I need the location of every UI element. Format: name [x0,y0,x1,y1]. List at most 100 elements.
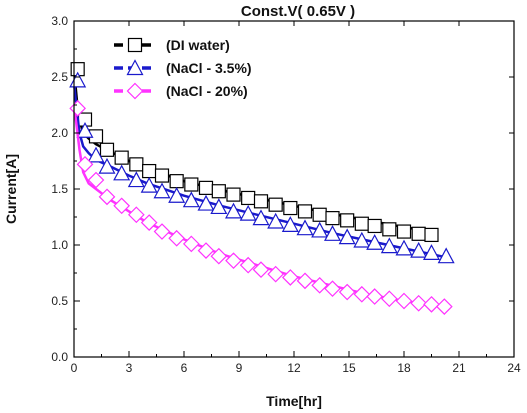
data-point [224,202,243,219]
data-point [225,252,242,270]
y-tick-label: 2.5 [51,70,68,84]
data-point [435,298,453,315]
data-point [211,184,226,199]
legend-label: (NaCl - 20%) [166,83,248,99]
data-point [153,223,171,240]
data-point [153,182,171,199]
data-point [239,204,257,221]
data-point [169,174,184,189]
x-tick-label: 6 [181,361,188,375]
data-point [340,213,355,228]
data-point [184,177,199,192]
x-tick-label: 21 [452,361,466,375]
data-point [197,194,215,211]
legend-marker [126,59,144,76]
data-point [410,241,428,258]
data-point [168,186,186,203]
data-point [396,224,412,239]
data-point [252,261,270,278]
data-point [197,242,215,259]
data-point [410,294,428,312]
data-point [268,197,283,212]
data-point [87,146,105,163]
data-point [127,206,145,224]
legend-marker [127,37,143,53]
data-point [114,150,129,165]
x-tick-label: 18 [397,361,411,375]
data-point [366,233,384,250]
legend: (DI water) (NaCl - 3.5%) (NaCl - 20%) [114,37,252,100]
data-point [210,247,228,265]
data-point [411,226,426,241]
data-point [283,200,298,216]
data-point [267,212,285,229]
data-point [366,288,384,305]
data-point [380,237,398,254]
data-point [311,221,329,238]
y-axis-label: Current[A] [3,154,19,224]
legend-marker [126,82,144,100]
y-tick-label: 1.0 [51,238,68,252]
data-point [76,156,94,173]
data-point [129,157,144,172]
data-point [198,180,214,195]
data-point [281,216,299,232]
data-point [437,247,455,264]
data-point [127,171,145,188]
data-point [76,121,94,138]
legend-label: (NaCl - 3.5%) [166,60,252,76]
data-point [253,194,269,209]
data-point [239,256,257,274]
data-point [353,231,371,248]
x-tick-label: 15 [342,361,356,375]
data-point [354,216,369,231]
series-2 [69,100,453,315]
y-tick-label: 0.5 [51,294,68,308]
data-point [226,187,241,202]
x-tick-label: 9 [236,361,243,375]
legend-item: (DI water) [114,37,230,53]
y-tick-label: 2.0 [51,126,68,140]
data-point [182,191,200,208]
data-point [281,269,299,286]
data-point [296,219,314,236]
data-point [241,190,256,206]
data-point [353,285,371,303]
data-point [395,239,413,256]
data-point [424,227,439,243]
data-point [113,197,131,215]
data-point [98,188,116,206]
data-point [87,171,105,189]
y-tick-label: 1.5 [51,182,68,196]
data-point [338,283,356,301]
data-point [297,204,313,219]
data-point [382,222,397,237]
data-point [423,296,440,313]
data-point [380,290,398,308]
data-point [296,272,314,290]
data-point [367,218,382,234]
series-0 [70,62,439,243]
data-point [182,235,200,253]
chart-title: Const.V( 0.65V ) [241,3,355,20]
data-point [140,214,158,231]
legend-item: (NaCl - 3.5%) [114,59,252,76]
y-tick-label: 0.0 [51,350,68,364]
legend-label: (DI water) [166,37,230,53]
x-tick-label: 24 [507,361,521,375]
data-point [210,198,228,215]
data-point [422,244,441,260]
data-point [325,211,340,226]
x-tick-label: 12 [287,361,301,375]
data-point [395,292,413,310]
data-point [252,209,270,226]
x-tick-label: 3 [126,361,133,375]
data-point [323,225,342,241]
x-axis-label: Time[hr] [266,393,322,409]
data-point [338,228,356,245]
data-point [142,163,157,179]
data-point [168,229,186,247]
y-tick-label: 3.0 [51,14,68,28]
legend-item: (NaCl - 20%) [114,82,248,100]
